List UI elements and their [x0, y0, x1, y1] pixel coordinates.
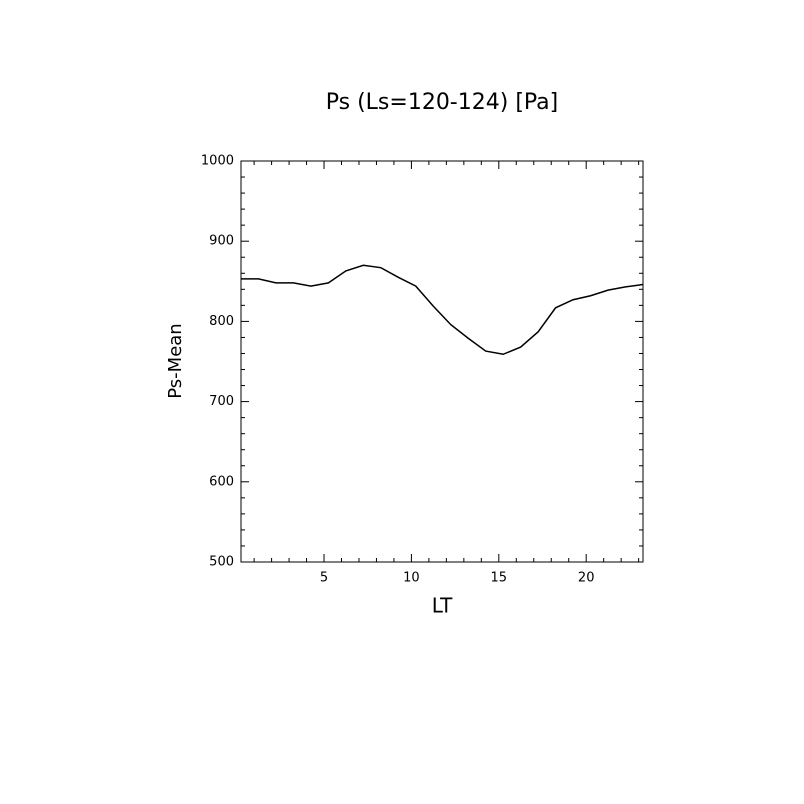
x-tick-label: 20: [578, 571, 595, 586]
x-tick-label: 10: [403, 571, 420, 586]
y-tick-label: 900: [209, 234, 234, 249]
chart-title: Ps (Ls=120-124) [Pa]: [326, 90, 559, 115]
data-line: [241, 264, 643, 356]
plot-frame: [240, 160, 644, 563]
y-tick-label: 800: [209, 314, 234, 329]
y-tick-label: 1000: [201, 154, 234, 169]
y-axis-label: Ps-Mean: [165, 323, 186, 398]
y-tick-label: 600: [209, 474, 234, 489]
x-axis-label: LT: [432, 594, 453, 618]
x-tick-label: 15: [491, 571, 508, 586]
y-tick-label: 500: [209, 555, 234, 570]
y-tick-label: 700: [209, 394, 234, 409]
x-tick-label: 5: [320, 571, 328, 586]
